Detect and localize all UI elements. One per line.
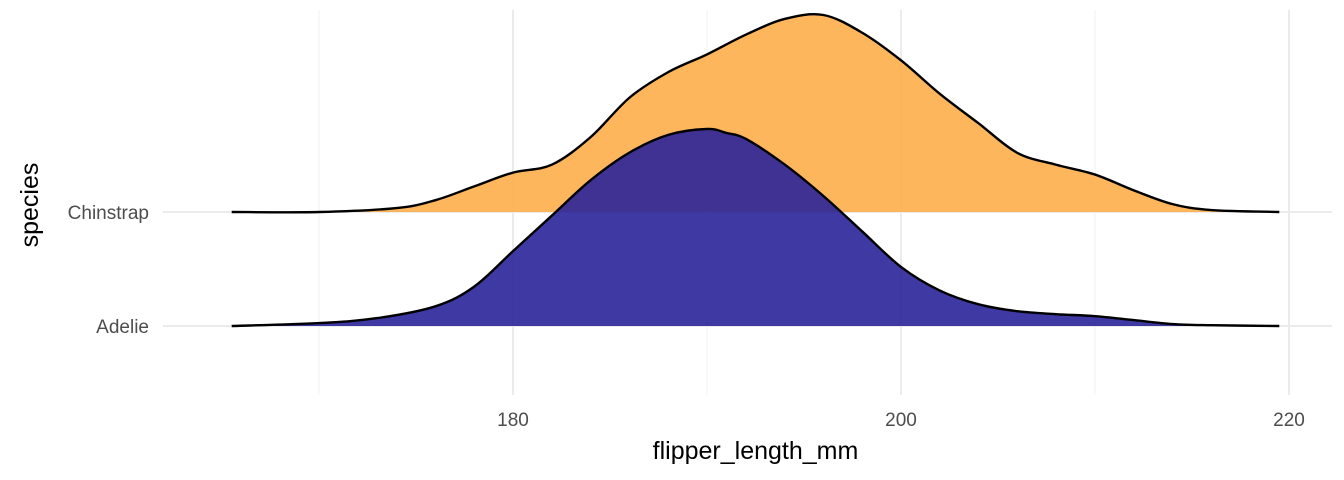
- y-tick-label-adelie: Adelie: [96, 317, 149, 338]
- x-tick-label: 180: [497, 410, 529, 431]
- tick-labels: 180 200 220 Adelie Chinstrap: [68, 203, 1305, 431]
- ridge-chinstrap: [231, 12, 1280, 214]
- x-tick-label: 200: [885, 410, 917, 431]
- ridge-fill-adelie: [231, 128, 1280, 326]
- x-tick-label: 220: [1273, 410, 1305, 431]
- ridge-fill-chinstrap: [231, 14, 1280, 213]
- y-tick-label-chinstrap: Chinstrap: [68, 203, 149, 224]
- ridge-adelie: [231, 127, 1280, 328]
- density-ridges: [231, 12, 1280, 328]
- ridge-outline-adelie: [231, 127, 1280, 328]
- x-axis-title: flipper_length_mm: [653, 437, 859, 465]
- y-axis-title: species: [16, 163, 44, 248]
- ridge-outline-chinstrap: [231, 12, 1280, 214]
